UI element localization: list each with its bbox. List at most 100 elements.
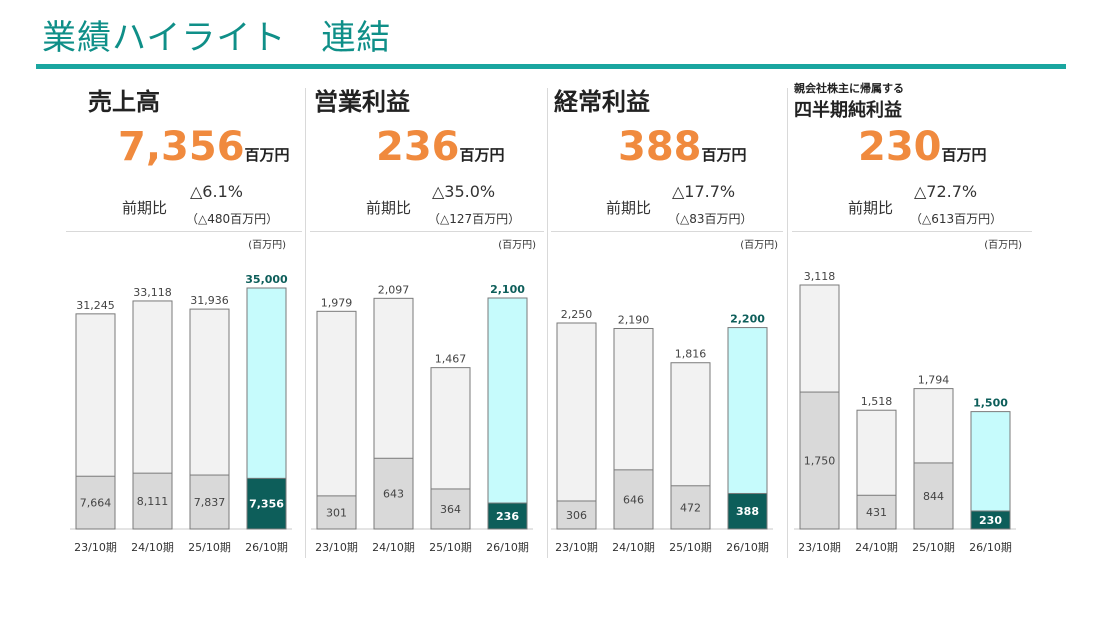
total-label: 1,518 — [861, 395, 893, 408]
kpi-divider — [66, 231, 302, 232]
h1-bar — [913, 462, 954, 530]
category-label: 23/10期 — [798, 541, 841, 554]
forecast-total-bar — [487, 297, 528, 530]
unit-label: (百万円) — [248, 239, 286, 251]
category-label: 25/10期 — [912, 541, 955, 554]
category-label: 25/10期 — [188, 541, 231, 554]
category-label: 26/10期 — [969, 541, 1012, 554]
h1-bar — [670, 485, 711, 530]
category-label: 24/10期 — [372, 541, 415, 554]
page-title: 業績ハイライト 連結 — [42, 18, 392, 58]
h1-bar — [75, 475, 116, 530]
h1-label: 236 — [496, 510, 519, 523]
h1-bar — [799, 391, 840, 530]
headline-value: 388百万円 — [618, 124, 747, 170]
total-label: 1,979 — [321, 296, 353, 309]
h1-label: 301 — [326, 506, 347, 519]
headline-number: 7,356 — [118, 124, 245, 170]
h1-label: 7,356 — [249, 498, 284, 511]
h1-bar — [430, 488, 471, 530]
h1-label: 230 — [979, 514, 1002, 527]
comparison-abs: （△83百万円） — [668, 212, 753, 226]
total-label: 31,936 — [190, 294, 229, 307]
headline-value: 7,356百万円 — [118, 124, 290, 170]
chart-sales: (百万円) 31,245 7,664 23/10期 33,118 8,111 24/10期 3… — [70, 239, 292, 554]
headline-number: 230 — [858, 124, 942, 170]
category-label: 23/10期 — [315, 541, 358, 554]
comparison-pct: △6.1% — [190, 182, 243, 201]
total-label: 31,245 — [76, 299, 115, 312]
total-label: 2,190 — [618, 313, 650, 326]
total-label: 1,794 — [918, 374, 950, 387]
h1-label: 364 — [440, 503, 461, 516]
h1-label: 431 — [866, 506, 887, 519]
comparison-label: 前期比 — [848, 199, 894, 217]
forecast-h1-bar — [970, 510, 1011, 530]
forecast-h1-bar — [246, 477, 287, 530]
headline-number: 388 — [618, 124, 702, 170]
chart-net-income: (百万円) 3,118 1,750 23/10期 1,518 431 24/10期 1,794… — [794, 239, 1022, 554]
title-rule — [36, 64, 1066, 69]
headline-value: 236百万円 — [376, 124, 505, 170]
total-bar — [556, 322, 597, 530]
h1-label: 306 — [566, 509, 587, 522]
h1-bar — [613, 469, 654, 530]
headline-unit: 百万円 — [701, 146, 747, 164]
h1-label: 7,837 — [194, 496, 226, 509]
category-label: 26/10期 — [486, 541, 529, 554]
category-label: 25/10期 — [429, 541, 472, 554]
comparison-pct: △17.7% — [672, 182, 736, 201]
total-label: 1,816 — [675, 348, 707, 361]
h1-bar — [556, 500, 597, 530]
metric-title: 営業利益 — [314, 88, 410, 116]
panel-divider — [787, 88, 788, 558]
category-label: 23/10期 — [555, 541, 598, 554]
forecast-h1-bar — [487, 502, 528, 530]
panel-operating-income: 営業利益 236百万円 前期比 △35.0% （△127百万円） (百万円) 1,… — [300, 72, 546, 572]
kpi-divider — [792, 231, 1032, 232]
comparison-abs: （△613百万円） — [910, 212, 1003, 226]
unit-label: (百万円) — [984, 239, 1022, 251]
panel-divider — [305, 88, 306, 558]
h1-label: 1,750 — [804, 455, 836, 468]
headline-value: 230百万円 — [858, 124, 987, 170]
metric-title: 経常利益 — [554, 88, 650, 116]
total-label: 3,118 — [804, 270, 836, 283]
chart-operating-income: (百万円) 1,979 301 23/10期 2,097 643 24/10期 1,467 36… — [311, 239, 536, 554]
category-label: 24/10期 — [612, 541, 655, 554]
comparison-label: 前期比 — [606, 199, 652, 217]
panel-ordinary-income: 経常利益 388百万円 前期比 △17.7% （△83百万円） (百万円) 2,2… — [542, 72, 788, 572]
comparison-label: 前期比 — [366, 199, 412, 217]
total-bar — [316, 310, 357, 530]
total-label: 2,097 — [378, 283, 410, 296]
total-label: 33,118 — [133, 286, 172, 299]
total-label: 35,000 — [245, 273, 288, 286]
total-label: 2,200 — [730, 313, 765, 326]
h1-bar — [373, 457, 414, 530]
h1-label: 844 — [923, 490, 944, 503]
h1-label: 8,111 — [137, 495, 169, 508]
forecast-h1-bar — [727, 492, 768, 530]
comparison-pct: △35.0% — [432, 182, 496, 201]
comparison-abs: （△480百万円） — [186, 212, 279, 226]
h1-bar — [189, 474, 230, 530]
unit-label: (百万円) — [498, 239, 536, 251]
total-label: 2,100 — [490, 283, 525, 296]
panel-sales: 売上高 7,356百万円 前期比 △6.1% （△480百万円） (百万円) 31… — [58, 72, 304, 572]
total-label: 1,467 — [435, 353, 467, 366]
category-label: 26/10期 — [245, 541, 288, 554]
h1-bar — [316, 495, 357, 530]
forecast-total-bar — [970, 411, 1011, 530]
metric-title: 四半期純利益 — [794, 100, 902, 121]
metric-subtitle: 親会社株主に帰属する — [794, 82, 904, 95]
panel-divider — [547, 88, 548, 558]
category-label: 26/10期 — [726, 541, 769, 554]
h1-label: 646 — [623, 493, 644, 506]
headline-unit: 百万円 — [459, 146, 505, 164]
category-label: 24/10期 — [131, 541, 174, 554]
h1-label: 388 — [736, 505, 759, 518]
panel-net-income: 親会社株主に帰属する 四半期純利益 230百万円 前期比 △72.7% （△61… — [784, 72, 1044, 572]
h1-bar — [132, 472, 173, 530]
comparison-abs: （△127百万円） — [428, 212, 521, 226]
total-label: 1,500 — [973, 397, 1008, 410]
